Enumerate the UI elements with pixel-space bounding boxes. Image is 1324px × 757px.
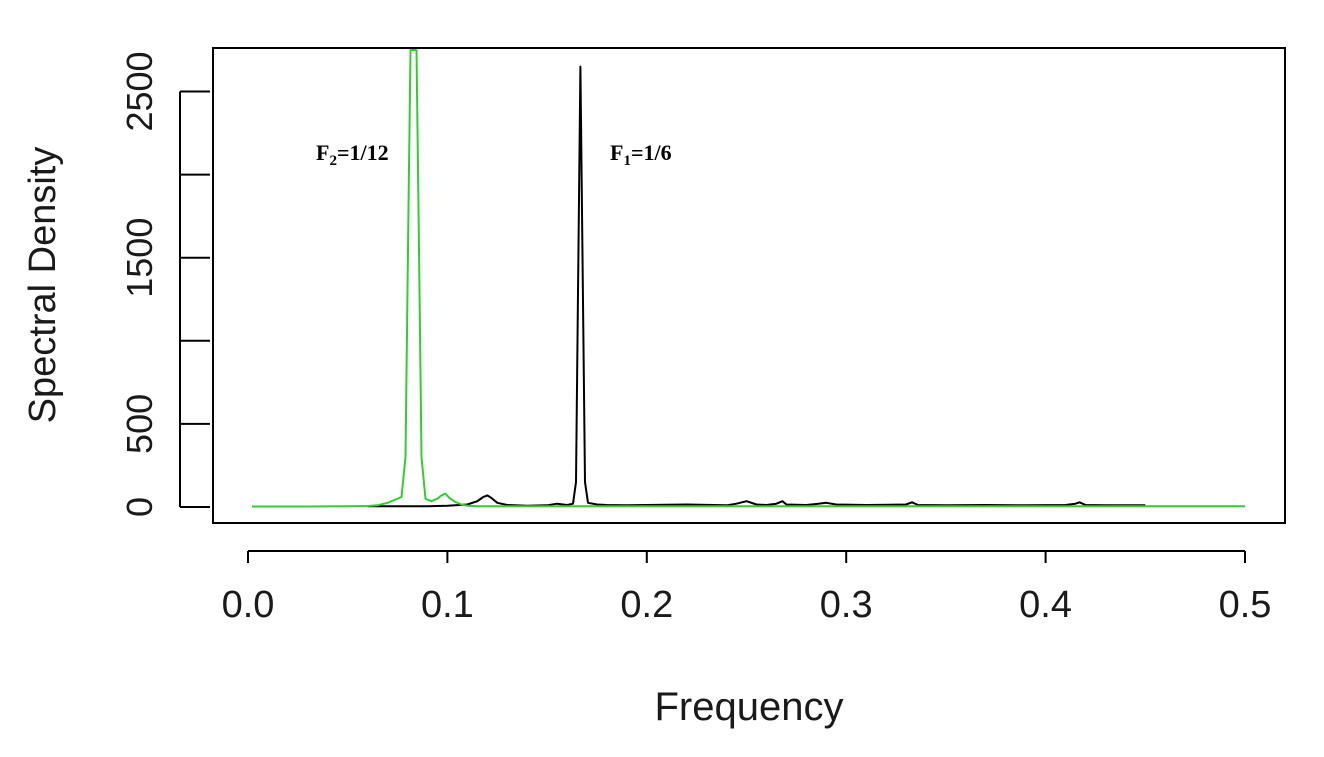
series-layer	[252, 49, 1245, 508]
y-axis: 0 500 1500 2500	[119, 51, 210, 517]
x-tick-label: 0.2	[620, 584, 673, 626]
x-tick-label: 0.3	[820, 584, 873, 626]
plot-area	[212, 47, 1286, 524]
x-axis-title: Frequency	[655, 685, 844, 729]
y-tick-label: 0	[119, 497, 160, 517]
x-tick-label: 0.0	[222, 584, 275, 626]
x-tick-label: 0.5	[1219, 584, 1272, 626]
y-tick-label: 1500	[119, 218, 160, 298]
x-axis: 0.0 0.1 0.2 0.3 0.4 0.5	[222, 550, 1272, 626]
annotations: F2=1/12 F1=1/6	[316, 140, 672, 169]
x-tick-label: 0.4	[1019, 584, 1072, 626]
y-tick-label: 500	[119, 394, 160, 454]
x-tick-label: 0.1	[421, 584, 474, 626]
y-axis-title: Spectral Density	[22, 147, 64, 424]
y-tick-label: 2500	[119, 51, 160, 131]
series-line-0	[367, 65, 1146, 508]
annotation-f1: F1=1/6	[610, 140, 672, 169]
plot-frame	[212, 47, 1286, 524]
annotation-f2: F2=1/12	[316, 140, 389, 169]
series-line-1	[252, 49, 1245, 508]
